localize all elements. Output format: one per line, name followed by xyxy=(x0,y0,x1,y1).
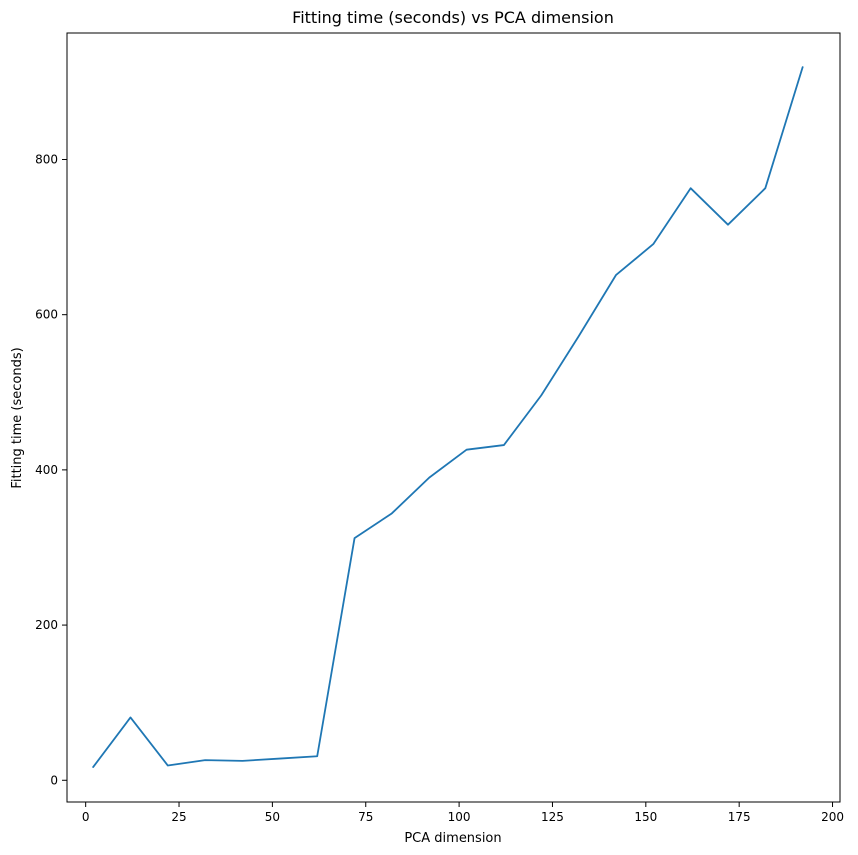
x-tick-label: 100 xyxy=(448,810,471,824)
y-tick-label: 800 xyxy=(35,152,58,166)
x-axis: 0 25 50 75 100 125 150 175 200 xyxy=(82,802,844,824)
data-point xyxy=(465,448,469,452)
x-tick-label: 75 xyxy=(358,810,373,824)
x-tick-label: 125 xyxy=(541,810,564,824)
data-point xyxy=(651,242,655,246)
x-tick-label: 50 xyxy=(265,810,280,824)
data-point xyxy=(539,393,543,397)
data-point xyxy=(577,334,581,338)
series-line xyxy=(92,66,804,768)
x-tick-label: 175 xyxy=(728,810,751,824)
data-point xyxy=(353,536,357,540)
x-tick-label: 150 xyxy=(634,810,657,824)
y-tick-label: 0 xyxy=(50,773,58,787)
data-point xyxy=(614,273,618,277)
data-point xyxy=(315,754,319,758)
data-point xyxy=(203,758,207,762)
data-point xyxy=(278,757,282,761)
plot-frame xyxy=(66,32,841,803)
data-point xyxy=(502,443,506,447)
data-point xyxy=(166,764,170,768)
x-axis-label: PCA dimension xyxy=(404,831,501,846)
data-point xyxy=(427,476,431,480)
data-point xyxy=(91,765,95,769)
x-tick-label: 200 xyxy=(821,810,844,824)
data-point xyxy=(763,186,767,190)
y-tick-label: 600 xyxy=(35,308,58,322)
x-tick-label: 25 xyxy=(171,810,186,824)
y-axis-label: Fitting time (seconds) xyxy=(10,347,25,488)
data-point xyxy=(689,186,693,190)
y-tick-label: 400 xyxy=(35,463,58,477)
y-axis: 0 200 400 600 800 xyxy=(35,152,67,787)
chart-title: Fitting time (seconds) vs PCA dimension xyxy=(292,8,614,27)
x-tick-label: 0 xyxy=(82,810,90,824)
y-tick-label: 200 xyxy=(35,618,58,632)
data-point xyxy=(128,715,132,719)
data-point xyxy=(390,511,394,515)
data-point xyxy=(726,223,730,227)
data-point xyxy=(801,65,805,69)
data-point xyxy=(241,759,245,763)
series-group xyxy=(91,65,805,769)
